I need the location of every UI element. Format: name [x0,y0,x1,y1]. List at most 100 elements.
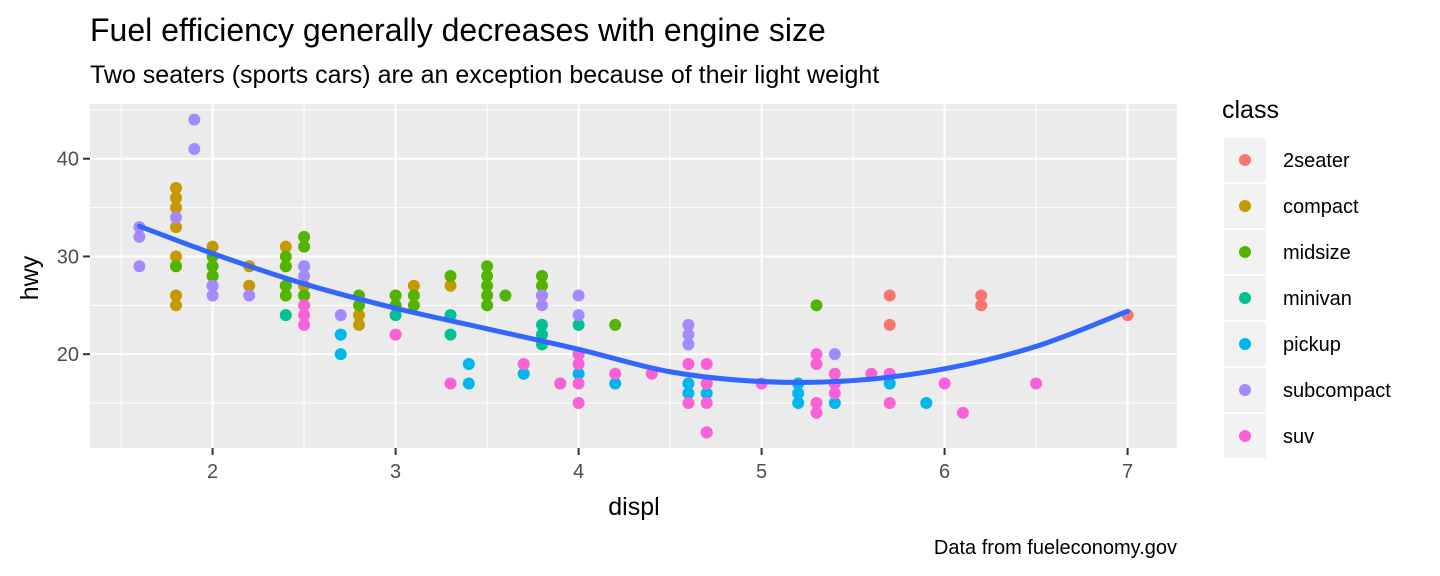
point-subcompact [334,309,347,322]
point-compact [170,299,183,312]
point-compact [170,289,183,302]
point-suv [883,397,896,410]
point-pickup [700,387,713,400]
point-midsize [481,289,494,302]
point-suv [828,387,841,400]
legend-label-minivan: minivan [1283,288,1352,310]
legend-dot-2seater [1239,154,1251,166]
grid-major [90,104,1177,448]
point-minivan [279,309,292,322]
x-tick-label: 7 [1122,461,1133,483]
point-suv [572,357,585,370]
point-midsize [444,270,457,282]
point-suv [700,426,713,439]
x-tick-label: 3 [390,461,401,483]
point-suv [810,397,823,410]
point-pickup [792,387,805,400]
point-midsize [279,260,292,273]
point-compact [444,279,457,292]
point-pickup [828,397,841,410]
point-pickup [682,387,695,400]
legend: 2seater compact midsize minivan pickup subcom… [1224,138,1391,458]
point-suv [682,397,695,410]
point-suv [1030,377,1043,390]
grid-minor [90,104,1177,448]
x-tick-label: 5 [756,461,767,483]
point-minivan [536,318,549,331]
x-axis: 2 3 4 5 6 7 [207,448,1133,483]
point-subcompact [206,289,219,302]
chart-title: Fuel efficiency generally decreases with… [90,12,826,48]
x-tick-label: 2 [207,461,218,483]
point-pickup [792,397,805,410]
point-suv [828,367,841,380]
point-subcompact [298,270,311,282]
legend-label-compact: compact [1283,196,1359,218]
point-midsize [298,240,311,253]
point-compact [353,309,366,322]
legend-dot-midsize [1239,246,1251,258]
point-subcompact [572,309,585,322]
plot-panel [90,104,1177,448]
y-axis-title: hwy [16,255,44,300]
point-suv [682,357,695,370]
point-subcompact [206,279,219,292]
point-midsize [170,260,183,273]
point-pickup [462,357,475,370]
point-2seater [883,318,896,331]
point-suv [572,377,585,390]
point-2seater [883,289,896,302]
point-pickup [334,348,347,361]
points-layer [133,113,1134,439]
point-minivan [536,328,549,341]
point-midsize [536,279,549,292]
point-midsize [279,279,292,292]
point-midsize [298,289,311,302]
point-subcompact [682,318,695,331]
y-tick-label: 30 [57,246,79,268]
point-suv [389,328,402,341]
legend-title: class [1222,96,1279,124]
legend-label-2seater: 2seater [1283,150,1350,172]
point-subcompact [536,299,549,312]
x-tick-label: 6 [939,461,950,483]
point-minivan [444,328,457,341]
legend-dot-pickup [1239,338,1251,350]
legend-dot-compact [1239,200,1251,212]
point-midsize [481,279,494,292]
point-suv [956,406,969,419]
x-tick-label: 4 [573,461,584,483]
point-midsize [499,289,512,302]
point-suv [298,309,311,322]
point-minivan [389,309,402,322]
point-midsize [389,289,402,302]
x-axis-title: displ [608,493,659,521]
point-midsize [407,299,420,312]
point-compact [279,240,292,253]
point-minivan [572,318,585,331]
point-subcompact [133,260,146,273]
point-suv [517,357,530,370]
legend-dot-suv [1239,430,1251,442]
point-suv [444,377,457,390]
point-subcompact [298,260,311,273]
point-midsize [481,299,494,312]
smooth-trend-line [136,223,1131,385]
point-compact [353,318,366,331]
point-pickup [462,377,475,390]
y-tick-label: 20 [57,344,79,366]
point-pickup [517,367,530,380]
y-axis: 20 30 40 [57,149,90,366]
point-subcompact [536,289,549,302]
point-pickup [609,377,622,390]
y-tick-label: 40 [57,149,79,171]
point-compact [170,182,183,195]
legend-label-midsize: midsize [1283,242,1351,264]
point-suv [938,377,951,390]
caption: Data from fueleconomy.gov [934,537,1177,559]
point-suv [609,367,622,380]
point-suv [298,299,311,312]
point-midsize [810,299,823,312]
point-compact [243,279,256,292]
